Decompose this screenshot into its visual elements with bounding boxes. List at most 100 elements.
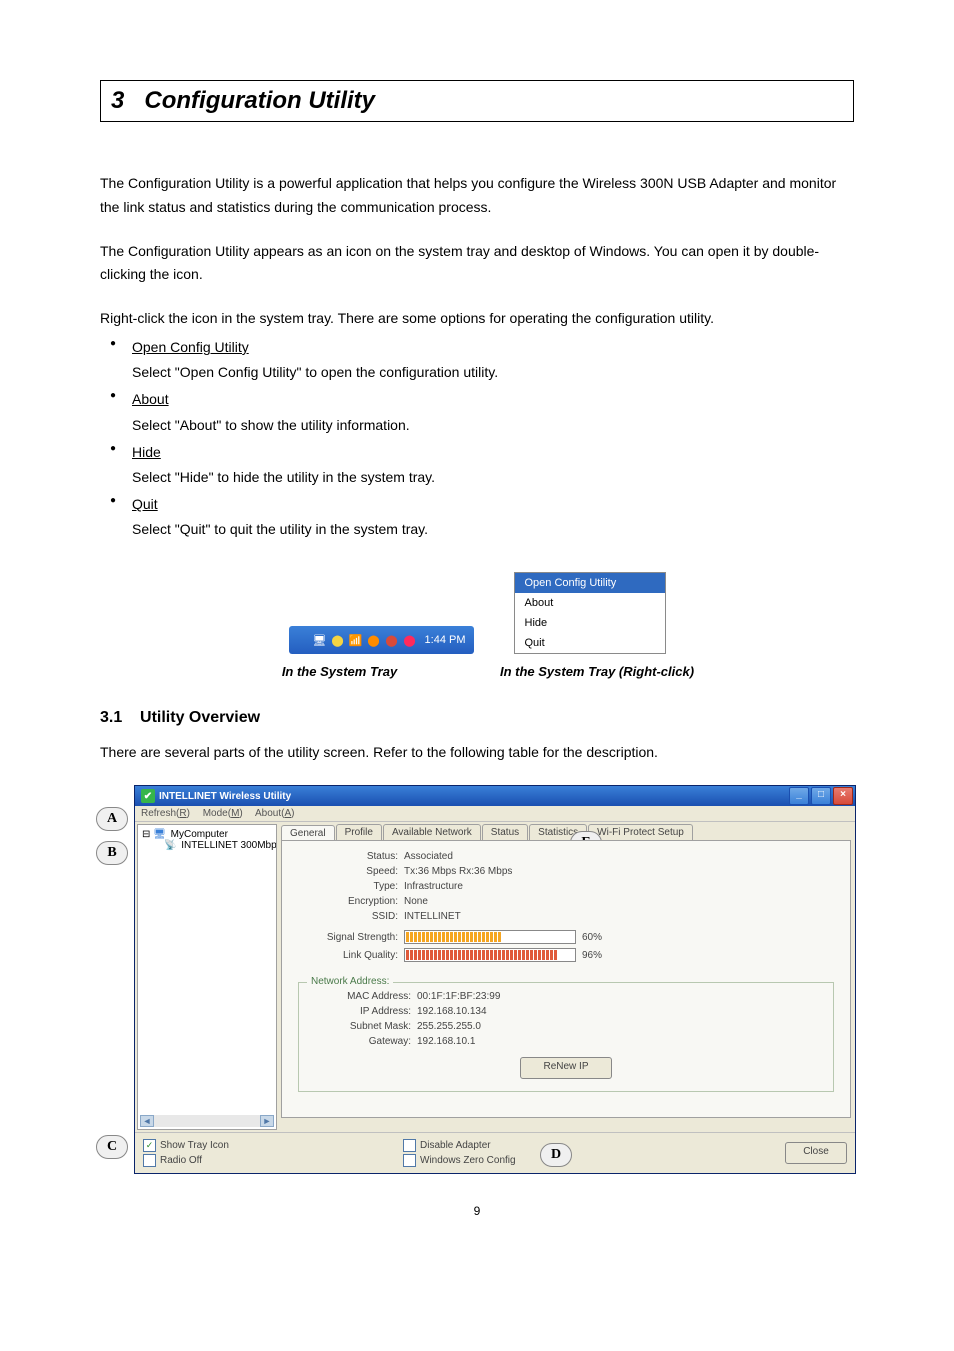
tree-root[interactable]: ⊟ 🖥 MyComputer — [142, 829, 272, 840]
row-encryption: Encryption: None — [298, 896, 834, 907]
tray-util-icon: ⬤ — [385, 633, 399, 647]
context-menu-item-quit[interactable]: Quit — [515, 633, 665, 653]
marker-b: B — [96, 841, 128, 865]
section-intro: There are several parts of the utility s… — [100, 741, 854, 765]
menu-refresh[interactable]: Refresh(R) — [141, 808, 190, 819]
window-controls: _ □ × — [789, 787, 853, 805]
gateway-value: 192.168.10.1 — [417, 1036, 475, 1047]
tree-child[interactable]: 📡 INTELLINET 300Mbps ' — [142, 840, 272, 851]
link-bar — [404, 948, 576, 962]
type-label: Type: — [298, 881, 404, 892]
option-item: Hide Select "Hide" to hide the utility i… — [100, 440, 854, 490]
tree-root-label: MyComputer — [171, 829, 228, 840]
context-menu-item-open[interactable]: Open Config Utility — [515, 573, 665, 593]
marker-a: A — [96, 807, 128, 831]
link-label: Link Quality: — [298, 950, 404, 961]
radio-off-label: Radio Off — [160, 1155, 202, 1166]
tray-clock: 1:44 PM — [425, 634, 466, 646]
tree-scrollbar: ◄ ► — [140, 1115, 274, 1127]
link-pct: 96% — [582, 950, 602, 961]
checkbox-icon — [403, 1154, 416, 1167]
encryption-value: None — [404, 896, 428, 907]
disable-adapter-checkbox[interactable]: Disable Adapter — [403, 1139, 785, 1152]
menu-about[interactable]: About(A) — [255, 808, 294, 819]
tree-child-label: INTELLINET 300Mbps ' — [181, 840, 277, 851]
type-value: Infrastructure — [404, 881, 463, 892]
chapter-title-text: Configuration Utility — [144, 87, 375, 114]
row-type: Type: Infrastructure — [298, 881, 834, 892]
speed-label: Speed: — [298, 866, 404, 877]
tray-stop-icon: ⬤ — [403, 633, 417, 647]
utility-body: ⊟ 🖥 MyComputer 📡 INTELLINET 300Mbps ' ◄ … — [135, 822, 855, 1132]
option-name: Quit — [132, 496, 158, 512]
section-title: Utility Overview — [140, 709, 260, 726]
captions-row: In the System Tray In the System Tray (R… — [100, 664, 854, 679]
speed-value: Tx:36 Mbps Rx:36 Mbps — [404, 866, 512, 877]
footer-left: ✓ Show Tray Icon Radio Off — [143, 1139, 283, 1167]
row-status: Status: Associated — [298, 851, 834, 862]
titlebar-left: ✔ INTELLINET Wireless Utility — [141, 789, 291, 803]
tab-row: General Profile Available Network Status… — [281, 824, 851, 840]
titlebar: ✔ INTELLINET Wireless Utility _ □ × — [135, 786, 855, 806]
wzc-checkbox[interactable]: Windows Zero Config — [403, 1154, 785, 1167]
option-name: About — [132, 391, 169, 407]
section-heading: 3.1 Utility Overview — [100, 709, 854, 727]
option-name: Hide — [132, 444, 161, 460]
link-bar-fill — [406, 950, 557, 960]
option-name: Open Config Utility — [132, 339, 249, 355]
system-tray: 🖥 ⬤ 📶 ⬤ ⬤ ⬤ 1:44 PM — [289, 626, 474, 654]
tray-shield-icon: ⬤ — [331, 633, 345, 647]
checkbox-icon — [143, 1154, 156, 1167]
tab-general[interactable]: General — [281, 825, 335, 841]
scroll-left-button[interactable]: ◄ — [140, 1115, 154, 1127]
checkbox-icon — [403, 1139, 416, 1152]
menu-mode[interactable]: Mode(M) — [203, 808, 243, 819]
option-desc: Select "Open Config Utility" to open the… — [132, 360, 854, 385]
show-tray-checkbox[interactable]: ✓ Show Tray Icon — [143, 1139, 283, 1152]
page-number: 9 — [100, 1204, 854, 1218]
context-menu: Open Config Utility About Hide Quit — [514, 572, 666, 654]
option-desc: Select "Quit" to quit the utility in the… — [132, 517, 854, 542]
tree-minus-icon: ⊟ — [142, 829, 153, 840]
subnet-label: Subnet Mask: — [311, 1021, 417, 1032]
row-mac: MAC Address: 00:1F:1F:BF:23:99 — [311, 991, 821, 1002]
images-row: 🖥 ⬤ 📶 ⬤ ⬤ ⬤ 1:44 PM Open Config Utility … — [100, 572, 854, 654]
tab-available-network[interactable]: Available Network — [383, 824, 481, 840]
status-label: Status: — [298, 851, 404, 862]
chapter-title: 3 Configuration Utility — [111, 87, 843, 115]
renew-ip-button[interactable]: ReNew IP — [520, 1057, 612, 1079]
utility-window: ✔ INTELLINET Wireless Utility _ □ × Refr… — [134, 785, 856, 1174]
minimize-button[interactable]: _ — [789, 787, 809, 805]
adapter-icon: 📡 — [164, 840, 176, 851]
signal-bar — [404, 930, 576, 944]
subnet-value: 255.255.255.0 — [417, 1021, 481, 1032]
scroll-right-button[interactable]: ► — [260, 1115, 274, 1127]
close-button[interactable]: Close — [785, 1142, 847, 1164]
signal-bar-fill — [406, 932, 501, 942]
tab-wps[interactable]: Wi-Fi Protect Setup — [588, 824, 693, 840]
caption-left: In the System Tray — [247, 664, 432, 679]
option-list: Open Config Utility Select "Open Config … — [100, 335, 854, 543]
tab-profile[interactable]: Profile — [336, 824, 382, 840]
chapter-header: 3 Configuration Utility — [100, 80, 854, 122]
intro-paragraph-2: The Configuration Utility appears as an … — [100, 240, 854, 288]
network-address-fieldset: Network Address: MAC Address: 00:1F:1F:B… — [298, 982, 834, 1092]
signal-label: Signal Strength: — [298, 932, 404, 943]
tray-signal-icon: 📶 — [349, 633, 363, 647]
radio-off-checkbox[interactable]: Radio Off — [143, 1154, 283, 1167]
disable-adapter-label: Disable Adapter — [420, 1140, 491, 1151]
maximize-button[interactable]: □ — [811, 787, 831, 805]
context-menu-item-hide[interactable]: Hide — [515, 613, 665, 633]
close-window-button[interactable]: × — [833, 787, 853, 805]
ip-label: IP Address: — [311, 1006, 417, 1017]
tab-panel-general: Status: Associated Speed: Tx:36 Mbps Rx:… — [281, 840, 851, 1118]
option-item: About Select "About" to show the utility… — [100, 387, 854, 437]
footer-mid: Disable Adapter Windows Zero Config — [283, 1139, 785, 1167]
wzc-label: Windows Zero Config — [420, 1155, 516, 1166]
tab-status[interactable]: Status — [482, 824, 528, 840]
signal-pct: 60% — [582, 932, 602, 943]
context-menu-item-about[interactable]: About — [515, 593, 665, 613]
app-icon: ✔ — [141, 789, 155, 803]
ssid-label: SSID: — [298, 911, 404, 922]
section-number: 3.1 — [100, 709, 122, 726]
